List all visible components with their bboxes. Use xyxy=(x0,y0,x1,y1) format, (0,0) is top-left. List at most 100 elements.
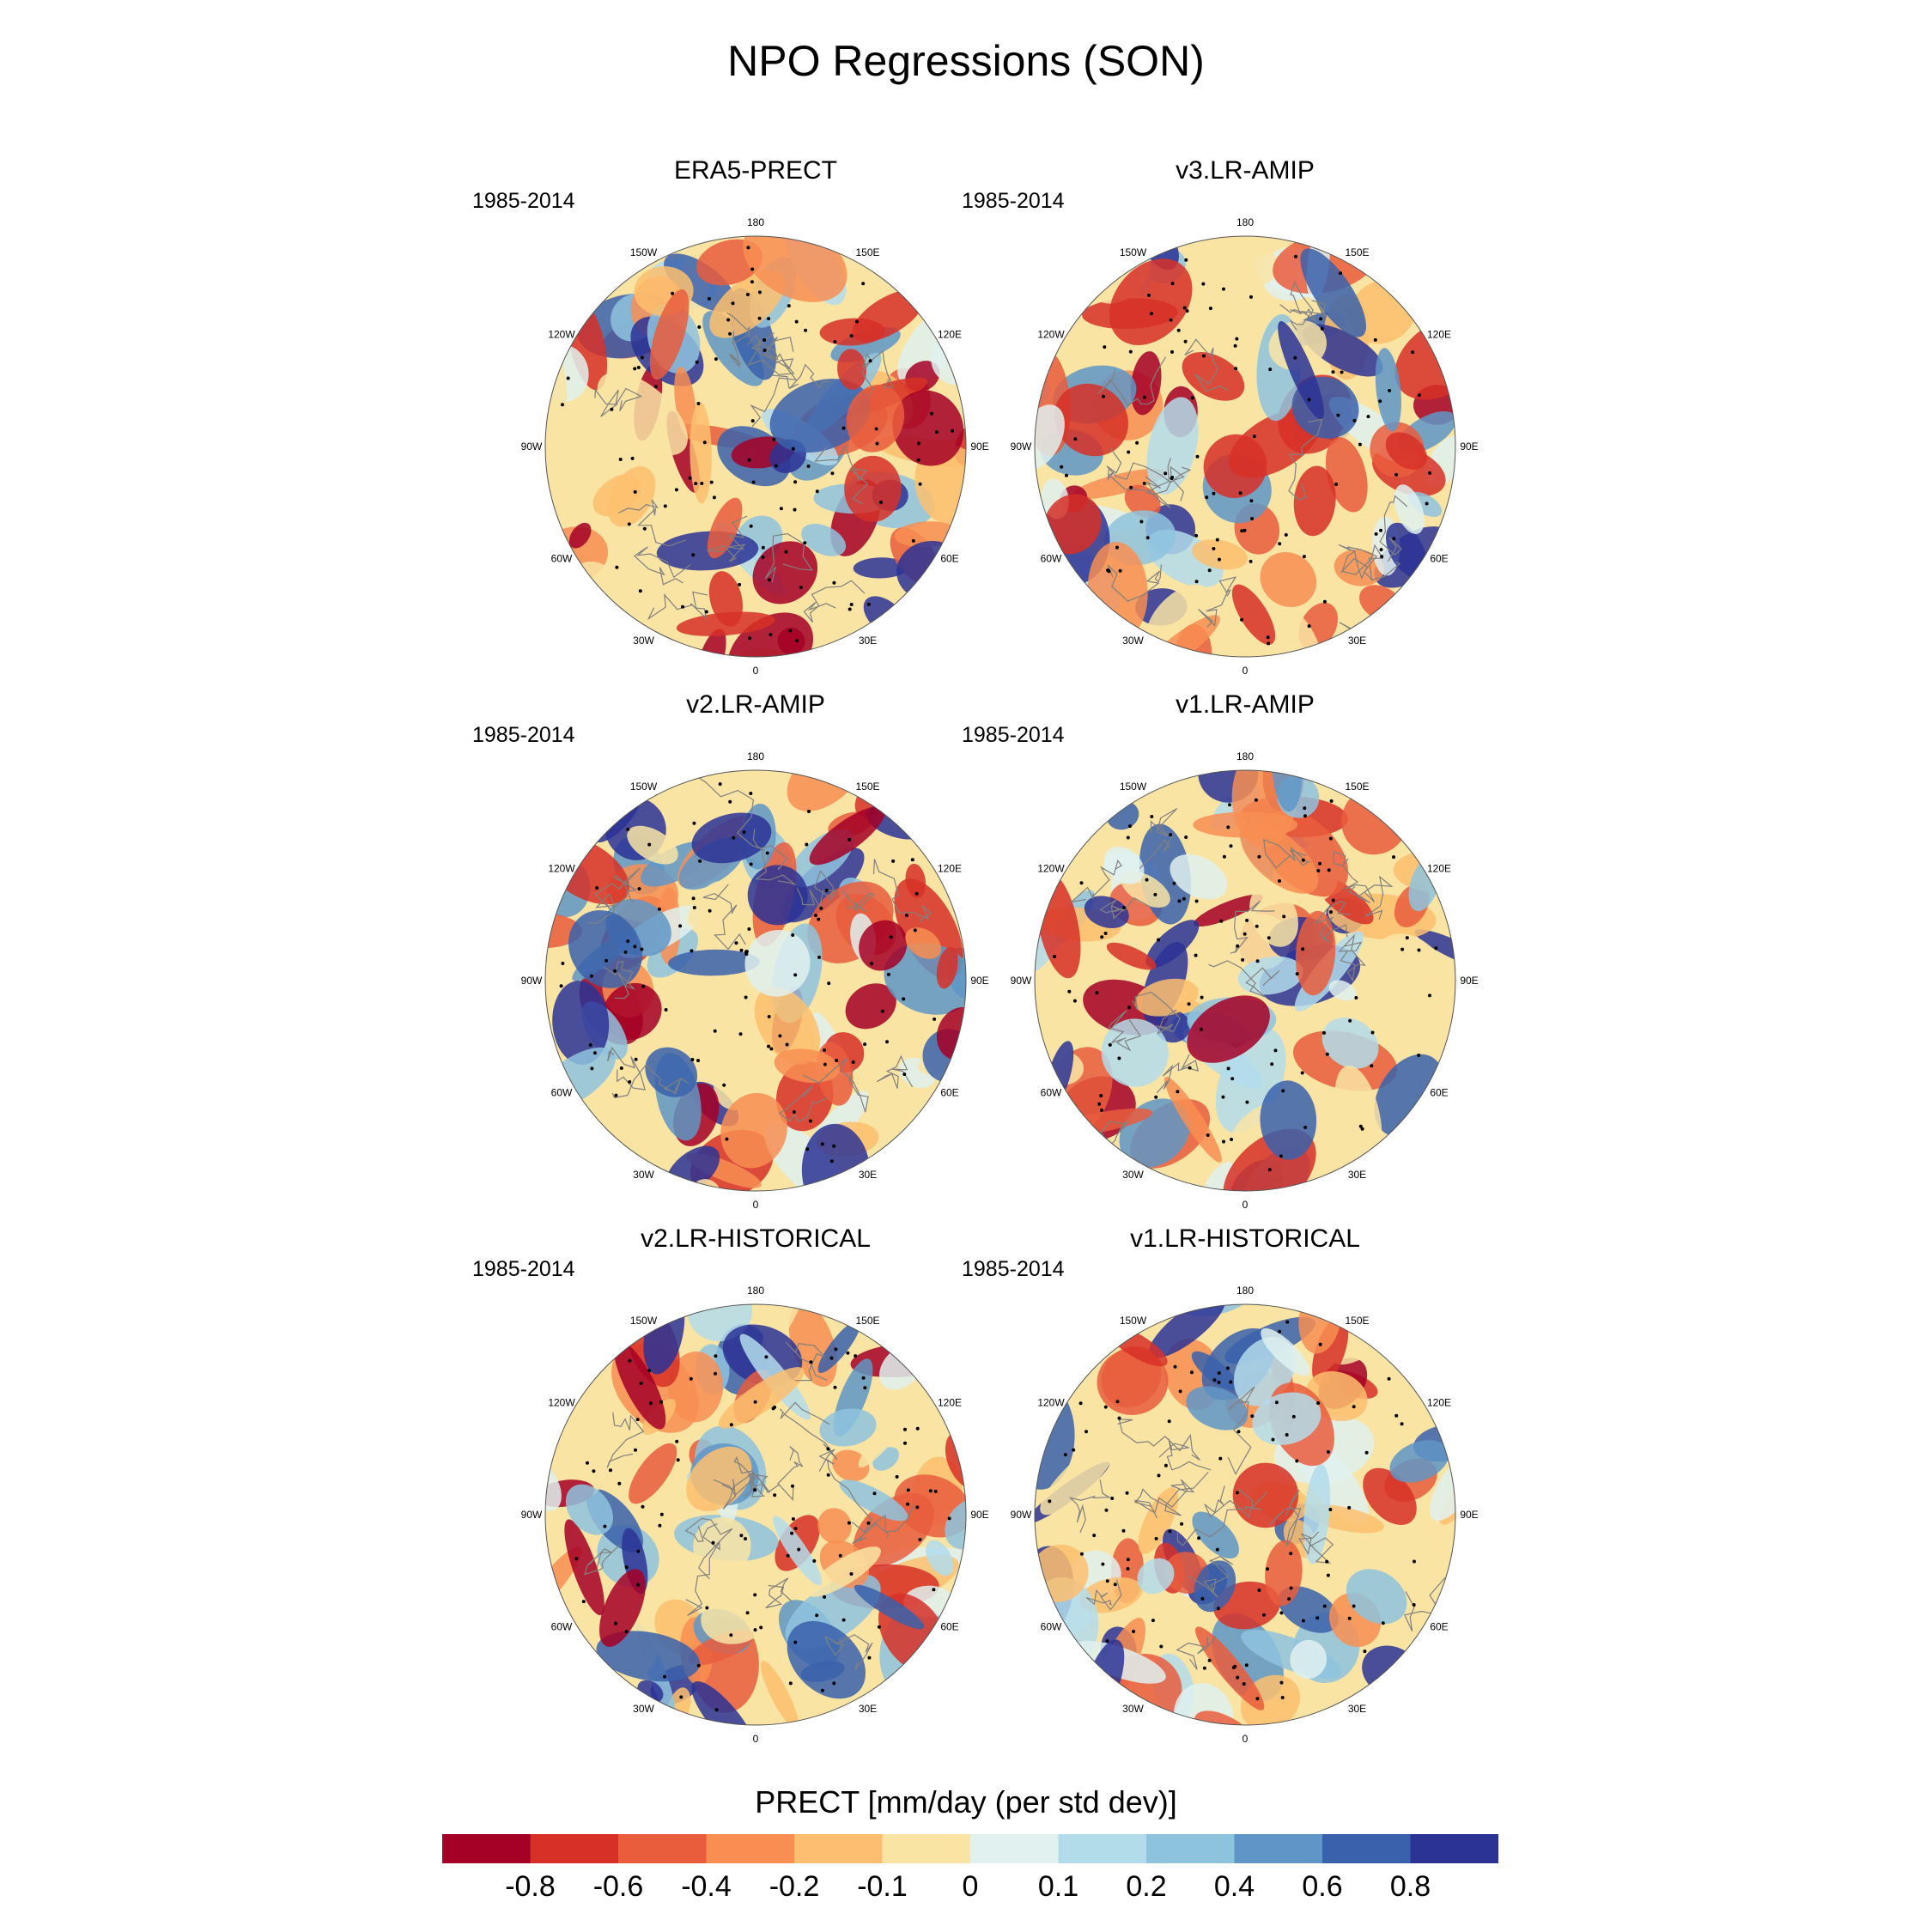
significance-dot xyxy=(1322,1030,1326,1035)
significance-dot xyxy=(709,480,714,484)
significance-dot xyxy=(1228,803,1231,807)
anomaly-region xyxy=(1414,929,1455,971)
significance-dot xyxy=(1197,1536,1201,1540)
significance-dot xyxy=(1370,1030,1375,1035)
significance-dot xyxy=(1329,910,1333,914)
significance-dot xyxy=(1307,398,1311,402)
significance-dot xyxy=(1392,537,1396,541)
significance-dot xyxy=(636,366,641,369)
anomaly-region xyxy=(1385,522,1427,578)
colorbar-tick-label: 0.6 xyxy=(1302,1870,1343,1903)
significance-dot xyxy=(640,355,644,360)
significance-dot xyxy=(1173,1364,1177,1369)
anomaly-region xyxy=(1389,1440,1449,1483)
longitude-label: 30W xyxy=(1122,1169,1144,1181)
polar-map: 180 150E 120E 90E 60E 30E 0 30W 60W 90W 120W 150W xyxy=(521,1285,989,1745)
significance-dot xyxy=(1285,1320,1290,1324)
significance-dot xyxy=(1207,568,1212,573)
anomaly-region xyxy=(701,1591,769,1644)
longitude-label: 60E xyxy=(940,553,958,565)
significance-dot xyxy=(648,1401,653,1406)
significance-dot xyxy=(761,555,765,559)
anomaly-region xyxy=(1163,1076,1222,1163)
polar-map: 180 150E 120E 90E 60E 30E 0 30W 60W 90W 120W 150W xyxy=(521,750,989,1211)
significance-dot xyxy=(791,933,795,937)
longitude-label: 60E xyxy=(940,1621,958,1633)
significance-dot xyxy=(738,1032,743,1036)
longitude-label: 90E xyxy=(1460,975,1478,987)
significance-dot xyxy=(769,1047,774,1051)
longitude-label: 60W xyxy=(1041,553,1062,565)
significance-dot xyxy=(1249,295,1253,299)
significance-dot xyxy=(855,319,859,324)
significance-dot xyxy=(753,1400,757,1404)
significance-dot xyxy=(1242,528,1247,532)
coastline xyxy=(1263,839,1310,869)
significance-dot xyxy=(1434,946,1438,951)
significance-dot xyxy=(1182,896,1186,901)
anomaly-region xyxy=(769,379,871,453)
significance-dot xyxy=(1289,1586,1293,1590)
significance-dot xyxy=(1126,835,1130,840)
anomaly-region xyxy=(1135,978,1199,1017)
significance-dot xyxy=(762,349,767,352)
significance-dot xyxy=(734,941,738,945)
significance-dot xyxy=(1199,1027,1203,1031)
anomaly-region xyxy=(1295,910,1336,996)
significance-dot xyxy=(1325,1052,1329,1056)
significance-dot xyxy=(823,1062,827,1066)
anomaly-region xyxy=(568,910,642,988)
longitude-label: 90W xyxy=(1011,975,1032,987)
significance-dot xyxy=(861,282,866,286)
longitude-label: 150W xyxy=(1120,781,1147,793)
anomaly-region xyxy=(1054,383,1128,457)
significance-dot xyxy=(1157,938,1160,942)
colorbar-swatch xyxy=(1410,1834,1498,1863)
significance-dot xyxy=(1216,1607,1220,1611)
significance-dot xyxy=(1118,568,1122,573)
longitude-label: 90W xyxy=(521,440,543,453)
significance-dot xyxy=(1257,854,1261,859)
significance-dot xyxy=(746,246,750,250)
anomaly-region xyxy=(676,611,775,636)
coastline xyxy=(721,1473,765,1498)
significance-dot xyxy=(750,419,755,423)
significance-dot xyxy=(804,328,808,332)
anomaly-region xyxy=(1035,404,1065,471)
anomaly-region xyxy=(1232,1462,1299,1528)
significance-dot xyxy=(615,565,619,569)
significance-dot xyxy=(788,1681,793,1686)
significance-dot xyxy=(829,1159,834,1163)
coastline xyxy=(605,961,635,999)
anomaly-region xyxy=(1231,584,1276,645)
longitude-label: 120E xyxy=(938,863,962,875)
significance-dot xyxy=(678,924,683,928)
significance-dot xyxy=(933,1017,937,1021)
significance-dot xyxy=(592,1051,597,1055)
significance-dot xyxy=(659,1512,664,1516)
anomaly-region xyxy=(1394,484,1425,534)
coastline xyxy=(1069,859,1122,903)
significance-dot xyxy=(911,538,915,543)
anomaly-region xyxy=(839,1479,908,1522)
significance-dot xyxy=(1126,1558,1130,1562)
map-panel-v2-historical: v2.LR-HISTORICAL 1985-2014 180 150E 120E 90… xyxy=(472,1224,996,1755)
anomaly-region xyxy=(1146,584,1210,647)
colorbar-tick-label: -0.6 xyxy=(592,1870,644,1903)
significance-dot xyxy=(880,1009,884,1013)
coastline xyxy=(841,890,876,913)
significance-dot xyxy=(745,293,750,296)
colorbar-swatch xyxy=(1058,1834,1147,1863)
anomaly-region xyxy=(1148,1304,1226,1358)
significance-dot xyxy=(1048,1499,1052,1504)
significance-dot xyxy=(1108,1042,1112,1047)
coastline xyxy=(814,445,869,505)
significance-dot xyxy=(714,357,718,361)
coastline xyxy=(617,499,687,547)
anomaly-region xyxy=(545,1456,562,1511)
significance-dot xyxy=(1347,1616,1352,1620)
significance-dot xyxy=(1202,1666,1206,1670)
longitude-label: 30W xyxy=(1122,635,1144,647)
significance-dot xyxy=(1126,1567,1130,1571)
significance-dot xyxy=(771,1406,775,1411)
